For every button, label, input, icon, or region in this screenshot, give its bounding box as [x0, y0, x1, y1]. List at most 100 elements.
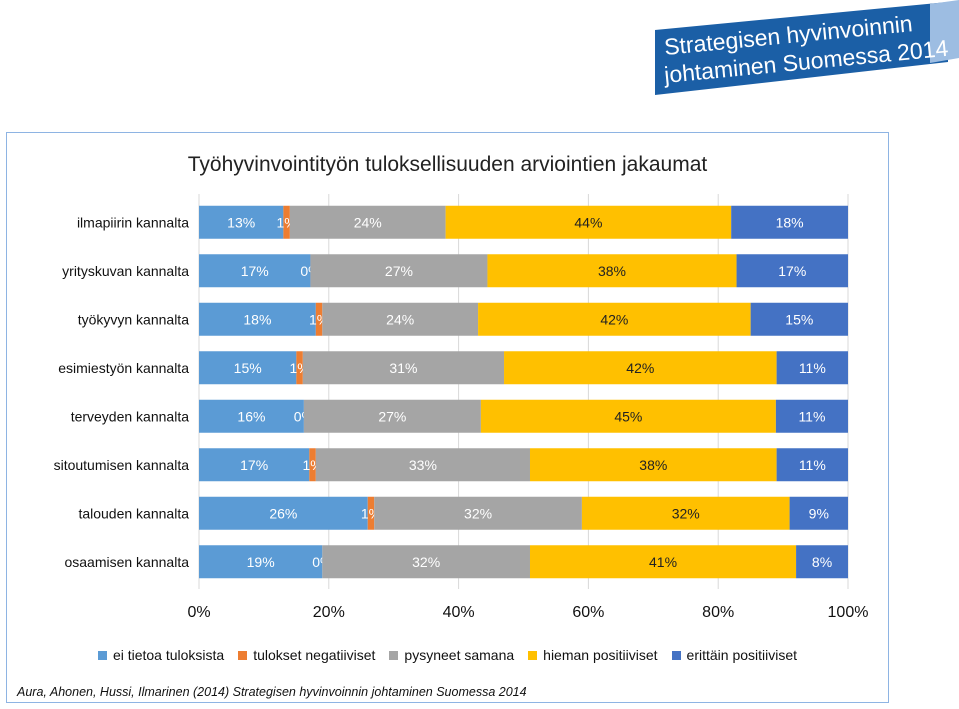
- citation: Aura, Ahonen, Hussi, Ilmarinen (2014) St…: [17, 685, 527, 699]
- bar-segment: [776, 448, 848, 482]
- bar-segment: [289, 205, 446, 239]
- bar-segment: [199, 448, 310, 482]
- bar-segment: [478, 302, 751, 336]
- bar-segment: [322, 545, 530, 579]
- data-label: 27%: [385, 263, 413, 279]
- x-tick-label: 0%: [187, 604, 210, 621]
- category-label: osaamisen kannalta: [64, 554, 189, 570]
- bar-segment: [199, 545, 323, 579]
- x-tick-label: 60%: [572, 604, 604, 621]
- bar-segment: [199, 302, 316, 336]
- data-label: 42%: [600, 311, 628, 327]
- chart-legend: ei tietoa tuloksista tulokset negatiivise…: [7, 647, 888, 663]
- bar-segment: [367, 496, 375, 530]
- data-label: 8%: [812, 554, 832, 570]
- data-label: 15%: [785, 311, 813, 327]
- data-label: 45%: [614, 408, 642, 424]
- data-label: 16%: [237, 408, 265, 424]
- bar-segment: [302, 351, 505, 385]
- category-label: ilmapiirin kannalta: [77, 214, 189, 230]
- bar-segment: [529, 545, 797, 579]
- x-tick-label: 40%: [443, 604, 475, 621]
- x-tick-label: 20%: [313, 604, 345, 621]
- data-label: 15%: [234, 360, 262, 376]
- data-label: 11%: [799, 457, 826, 473]
- bar-segment: [309, 448, 316, 482]
- bar-segment: [315, 448, 530, 482]
- category-label: terveyden kannalta: [71, 408, 190, 424]
- bar-segment: [445, 205, 732, 239]
- data-label: 26%: [269, 505, 297, 521]
- bar-segment: [750, 302, 848, 336]
- legend-item: tulokset negatiiviset: [238, 647, 375, 663]
- data-label: 11%: [799, 360, 826, 376]
- legend-item: ei tietoa tuloksista: [97, 647, 225, 663]
- bar-segment: [504, 351, 777, 385]
- legend-swatch: [671, 650, 681, 660]
- data-label: 32%: [412, 554, 440, 570]
- bar-segment: [789, 496, 848, 530]
- data-label: 32%: [464, 505, 492, 521]
- chart-frame: Työhyvinvointityön tuloksellisuuden arvi…: [6, 132, 889, 703]
- bar-segment: [310, 254, 488, 288]
- legend-swatch: [238, 650, 248, 660]
- chart-title: Työhyvinvointityön tuloksellisuuden arvi…: [187, 153, 708, 176]
- data-label: 17%: [778, 263, 806, 279]
- data-label: 24%: [354, 214, 382, 230]
- bar-segment: [796, 545, 848, 579]
- bar-segment: [199, 399, 304, 433]
- data-label: 32%: [672, 505, 700, 521]
- bar-segment: [731, 205, 848, 239]
- data-label: 13%: [227, 214, 255, 230]
- category-label: sitoutumisen kannalta: [54, 457, 190, 473]
- bar-segment: [199, 254, 311, 288]
- data-label: 24%: [386, 311, 414, 327]
- bar-segment: [315, 302, 323, 336]
- bar-segment: [283, 205, 290, 239]
- legend-label: ei tietoa tuloksista: [112, 647, 225, 663]
- category-label: työkyvyn kannalta: [78, 311, 189, 327]
- data-label: 27%: [378, 408, 406, 424]
- legend-swatch: [97, 650, 107, 660]
- category-label: yrityskuvan kannalta: [62, 263, 189, 279]
- category-label: esimiestyön kannalta: [58, 360, 189, 376]
- legend-item: hieman positiiviset: [528, 647, 658, 663]
- category-label: talouden kannalta: [78, 505, 189, 521]
- chart-plot: 0% 20% 40% 60% 80% 100% ilmapiirin kannalta 13%…: [54, 194, 869, 621]
- data-label: 17%: [241, 263, 269, 279]
- bar-segment: [487, 254, 737, 288]
- banner-logo: Strategisen hyvinvoinnin johtaminen Suom…: [655, 0, 959, 95]
- data-label: 41%: [649, 554, 677, 570]
- data-label: 9%: [809, 505, 829, 521]
- banner-fade: [930, 0, 959, 63]
- bar-segment: [529, 448, 777, 482]
- data-label: 19%: [247, 554, 275, 570]
- bar-segment: [776, 351, 848, 385]
- bar-segment: [199, 496, 368, 530]
- data-label: 33%: [409, 457, 437, 473]
- data-label: 38%: [639, 457, 667, 473]
- data-label: 11%: [798, 408, 825, 424]
- data-label: 42%: [626, 360, 654, 376]
- bar-segment: [296, 351, 303, 385]
- legend-swatch: [389, 650, 399, 660]
- data-label: 31%: [389, 360, 417, 376]
- legend-item: erittäin positiiviset: [671, 647, 798, 663]
- data-label: 44%: [574, 214, 602, 230]
- x-tick-label: 80%: [702, 604, 734, 621]
- data-label: 18%: [776, 214, 804, 230]
- bar-segment: [736, 254, 848, 288]
- banner-background: [655, 2, 948, 95]
- legend-label: hieman positiiviset: [543, 647, 658, 663]
- x-tick-label: 100%: [828, 604, 869, 621]
- data-label: 38%: [598, 263, 626, 279]
- bar-segment: [303, 399, 481, 433]
- bar-segment: [374, 496, 582, 530]
- legend-label: tulokset negatiiviset: [253, 647, 376, 663]
- legend-label: pysyneet samana: [404, 647, 515, 663]
- bar-segment: [775, 399, 848, 433]
- bar-segment: [199, 351, 297, 385]
- bar-segment: [581, 496, 790, 530]
- legend-label: erittäin positiiviset: [686, 647, 798, 663]
- legend-swatch: [528, 650, 538, 660]
